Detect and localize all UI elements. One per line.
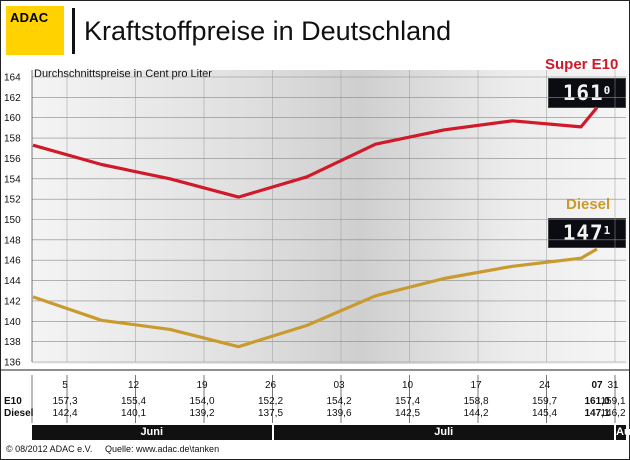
diesel-value-label: 139,2 (189, 408, 214, 419)
e10-value-label: 152,2 (258, 396, 283, 407)
e10-value-label: 154,0 (189, 396, 214, 407)
page-title: Kraftstoffpreise in Deutschland (84, 16, 452, 46)
diesel-value-label: 140,1 (121, 408, 146, 419)
x-category-label: 17 (470, 380, 482, 391)
logo-text: ADAC (10, 10, 49, 25)
x-category-label: 24 (539, 380, 551, 391)
y-tick-label: 158 (4, 134, 21, 145)
diesel-value-label: 139,6 (326, 408, 351, 419)
e10-value-label: 154,2 (326, 396, 351, 407)
diesel-value-label: 146,2 (600, 408, 625, 419)
y-tick-label: 140 (4, 317, 21, 328)
e10-line (32, 106, 599, 199)
diesel-value-label: 144,2 (463, 408, 488, 419)
y-tick-label: 146 (4, 256, 21, 267)
x-category-label: 10 (402, 380, 414, 391)
diesel-series-label: Diesel (566, 196, 611, 213)
x-category-label: 19 (196, 380, 208, 391)
e10-value-label: 157,4 (395, 396, 420, 407)
title-divider (72, 8, 75, 54)
month-label: Juni (32, 425, 272, 440)
y-tick-label: 164 (4, 73, 21, 84)
diesel-value-label: 145,4 (532, 408, 557, 419)
y-tick-label: 160 (4, 113, 21, 124)
e10-display-decimal: 0 (603, 84, 612, 97)
y-tick-label: 144 (4, 276, 21, 287)
e10-value-label: 158,8 (463, 396, 488, 407)
month-label: Aug (616, 425, 630, 440)
row-label-diesel: Diesel (4, 408, 34, 419)
row-label-e10: E10 (4, 396, 22, 407)
y-tick-label: 138 (4, 337, 21, 348)
x-category-label: 07 (591, 380, 603, 391)
y-tick-label: 136 (4, 358, 21, 369)
e10-value-label: 157,3 (52, 396, 77, 407)
copyright-text: © 08/2012 ADAC e.V. (6, 444, 93, 454)
diesel-value-label: 142,5 (395, 408, 420, 419)
y-tick-label: 156 (4, 154, 21, 165)
e10-display-value: 161 (562, 81, 604, 105)
y-tick-label: 154 (4, 174, 21, 185)
y-tick-label: 152 (4, 195, 21, 206)
adac-logo: ADAC (6, 6, 64, 55)
e10-value-label: 159,7 (532, 396, 557, 407)
x-category-label: 31 (607, 380, 619, 391)
y-tick-label: 162 (4, 93, 21, 104)
y-tick-label: 150 (4, 215, 21, 226)
diesel-display-decimal: 1 (603, 224, 612, 237)
x-category-label: 12 (128, 380, 140, 391)
diesel-price-display: 1471 (548, 218, 626, 248)
diesel-line (32, 247, 598, 349)
e10-series-label: Super E10 (545, 56, 619, 73)
diesel-value-label: 142,4 (52, 408, 77, 419)
diesel-display-value: 147 (562, 221, 604, 245)
e10-value-label: 155,4 (121, 396, 146, 407)
diesel-value-label: 147,1 (584, 408, 609, 419)
month-label: Juli (273, 425, 614, 440)
diesel-value-label: 137,5 (258, 408, 283, 419)
x-category-label: 5 (62, 380, 68, 391)
x-category-label: 26 (265, 380, 277, 391)
e10-value-label: 159,1 (600, 396, 625, 407)
y-tick-label: 148 (4, 235, 21, 246)
e10-value-label: 161,0 (584, 396, 609, 407)
x-category-label: 03 (333, 380, 345, 391)
source-text: Quelle: www.adac.de\tanken (105, 444, 220, 454)
y-tick-label: 142 (4, 296, 21, 307)
e10-price-display: 1610 (548, 78, 626, 108)
